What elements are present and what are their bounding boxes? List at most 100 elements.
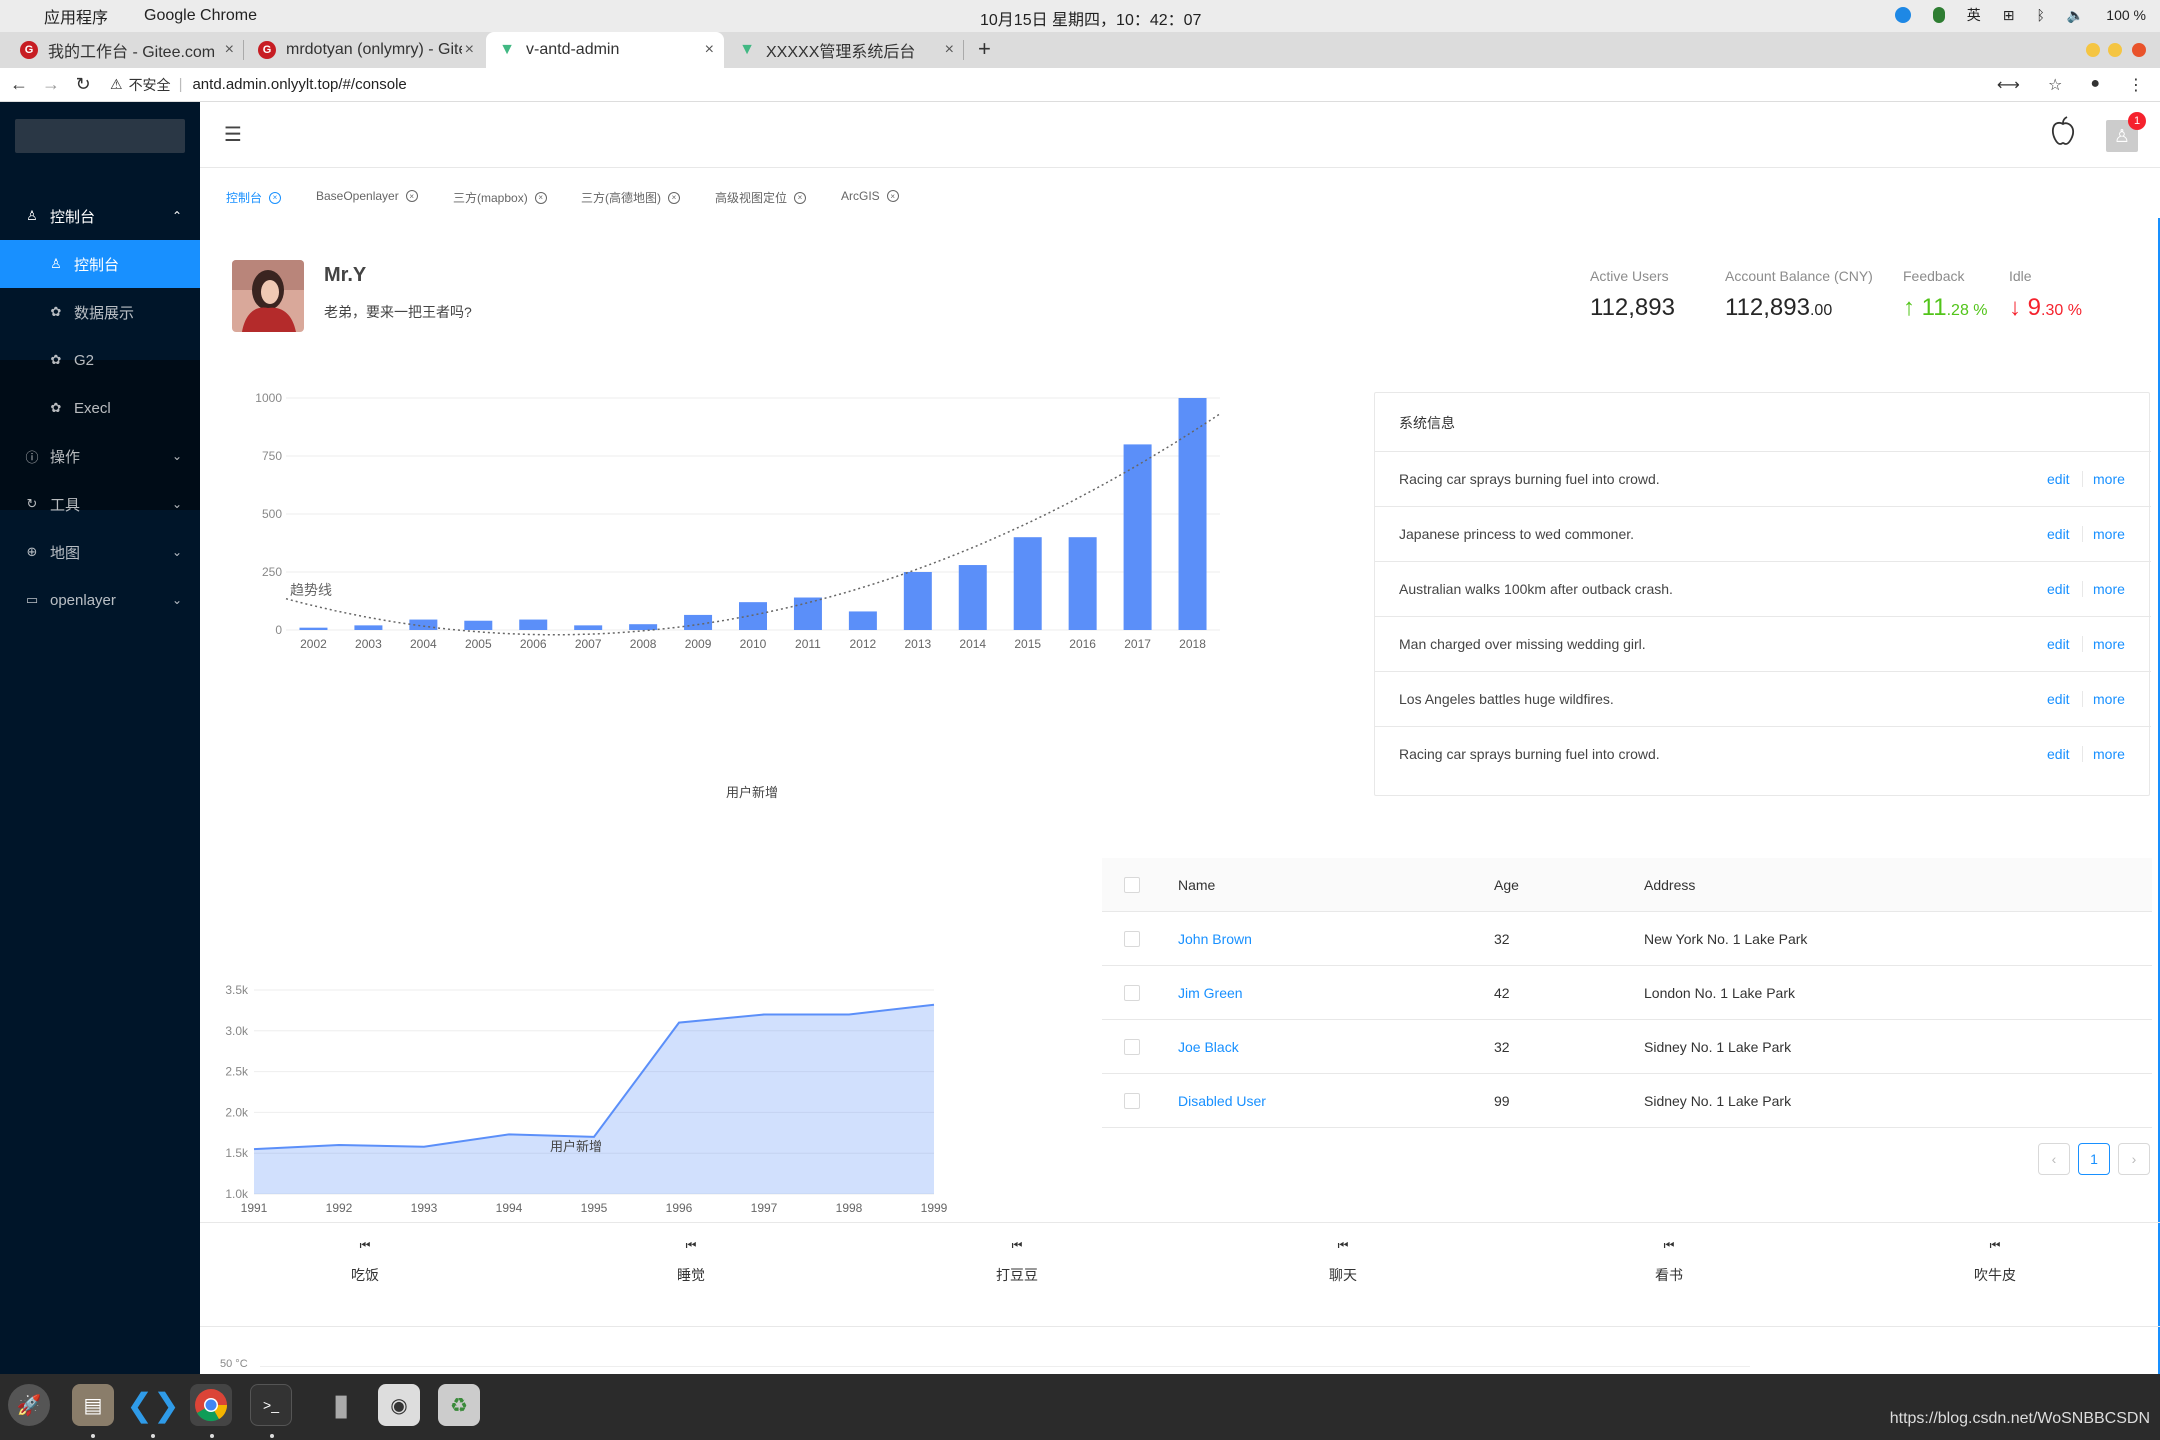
close-circle-icon[interactable]: ×	[886, 190, 899, 202]
close-circle-icon[interactable]: ×	[668, 191, 680, 204]
sidebar-item-execl[interactable]: ✿ Execl	[0, 384, 200, 432]
system-clock[interactable]: 10月15日 星期四，10：42：07	[980, 12, 1202, 29]
sidebar-item-console-group[interactable]: ♙ 控制台 ⌃	[0, 192, 200, 240]
more-link[interactable]: more	[2093, 636, 2125, 652]
menu-applications[interactable]: 应用程序	[44, 10, 109, 27]
files-icon[interactable]: ▤	[72, 1384, 114, 1426]
edit-link[interactable]: edit	[2047, 526, 2070, 542]
menu-fold-icon[interactable]: ☰	[224, 124, 242, 146]
page-tab-console[interactable]: 控制台 ×	[226, 189, 282, 206]
more-link[interactable]: more	[2093, 471, 2125, 487]
pagination-prev-button[interactable]: ‹	[2038, 1143, 2070, 1175]
sidebar-item-openlayer[interactable]: ▭ openlayer ⌄	[0, 576, 200, 624]
action-item[interactable]: ⏮ 睡觉	[641, 1238, 741, 1285]
sidebar-item-operations[interactable]: ⓘ 操作 ⌄	[0, 432, 200, 480]
edit-link[interactable]: edit	[2047, 471, 2070, 487]
row-checkbox[interactable]	[1124, 1093, 1140, 1109]
select-all-checkbox[interactable]	[1124, 877, 1140, 893]
sidebar-item-console[interactable]: ♙ 控制台	[0, 240, 200, 288]
browser-tab-xxxxx-admin[interactable]: ▼ XXXXX管理系统后台 ×	[726, 32, 964, 68]
network-icon[interactable]: ⊞	[2002, 6, 2015, 23]
browser-tab-gitee-workbench[interactable]: G 我的工作台 - Gitee.com ×	[8, 32, 244, 68]
sidebar-item-g2[interactable]: ✿ G2	[0, 336, 200, 384]
translate-icon[interactable]: ⟷	[1997, 76, 2020, 94]
row-checkbox[interactable]	[1124, 931, 1140, 947]
close-circle-icon[interactable]: ×	[794, 191, 807, 204]
close-tab-icon[interactable]: ×	[224, 41, 234, 58]
terminal-icon[interactable]: >_	[250, 1384, 292, 1426]
close-window-button[interactable]	[2132, 43, 2146, 57]
page-tab-amap[interactable]: 三方(高德地图) ×	[581, 189, 680, 206]
security-status[interactable]: 不安全	[128, 76, 171, 93]
url-input[interactable]: antd.admin.onlyylt.top/#/console	[192, 76, 407, 93]
table-row[interactable]: Joe Black 32 Sidney No. 1 Lake Park	[1102, 1020, 2152, 1074]
name-link[interactable]: John Brown	[1178, 931, 1252, 947]
more-link[interactable]: more	[2093, 581, 2125, 597]
launcher-icon[interactable]: 🚀	[8, 1384, 50, 1426]
edit-link[interactable]: edit	[2047, 691, 2070, 707]
new-tab-button[interactable]: +	[978, 36, 991, 61]
action-item[interactable]: ⏮ 聊天	[1293, 1238, 1393, 1285]
more-link[interactable]: more	[2093, 746, 2125, 762]
sidebar-item-data-display[interactable]: ✿ 数据展示	[0, 288, 200, 336]
table-row[interactable]: John Brown 32 New York No. 1 Lake Park	[1102, 912, 2152, 966]
bookmark-star-icon[interactable]: ☆	[2047, 76, 2063, 94]
action-item[interactable]: ⏮ 吃饭	[315, 1238, 415, 1285]
column-header-name[interactable]: Name	[1178, 877, 1216, 893]
tray-blue-icon[interactable]	[1894, 7, 1911, 23]
apple-logo-icon[interactable]	[2050, 116, 2076, 146]
page-tab-arcgis[interactable]: ArcGIS ×	[841, 189, 899, 203]
vscode-icon[interactable]: ❮❯	[126, 1387, 180, 1423]
reload-button[interactable]: ↻	[75, 74, 91, 94]
table-row[interactable]: Jim Green 42 London No. 1 Lake Park	[1102, 966, 2152, 1020]
forward-button[interactable]: →	[42, 74, 60, 94]
input-method[interactable]: 英	[1966, 7, 1981, 23]
page-tab-mapbox[interactable]: 三方(mapbox) ×	[453, 189, 547, 206]
edit-link[interactable]: edit	[2047, 581, 2070, 597]
battery-level[interactable]: 100 %	[2106, 7, 2146, 23]
name-link[interactable]: Jim Green	[1178, 985, 1243, 1001]
edit-link[interactable]: edit	[2047, 746, 2070, 762]
sidebar-item-tools[interactable]: ↻ 工具 ⌄	[0, 480, 200, 528]
volume-icon[interactable]: 🔈	[2066, 6, 2085, 23]
menu-chrome[interactable]: Google Chrome	[144, 7, 257, 24]
camera-icon[interactable]: ◉	[378, 1384, 420, 1426]
bluetooth-icon[interactable]: ᛒ	[2036, 7, 2045, 23]
browser-tab-v-antd-admin[interactable]: ▼ v-antd-admin ×	[486, 32, 724, 68]
table-row[interactable]: Disabled User 99 Sidney No. 1 Lake Park	[1102, 1074, 2152, 1128]
action-item[interactable]: ⏮ 打豆豆	[967, 1238, 1067, 1285]
page-tab-advanced-view[interactable]: 高级视图定位 ×	[715, 189, 807, 206]
close-tab-icon[interactable]: ×	[704, 41, 714, 58]
pagination-next-button[interactable]: ›	[2118, 1143, 2150, 1175]
row-checkbox[interactable]	[1124, 1039, 1140, 1055]
close-tab-icon[interactable]: ×	[944, 41, 954, 58]
minimize-window-button[interactable]	[2086, 43, 2100, 57]
more-link[interactable]: more	[2093, 691, 2125, 707]
close-circle-icon[interactable]: ×	[405, 190, 418, 202]
trash-icon[interactable]: ♻	[438, 1384, 480, 1426]
action-item[interactable]: ⏮ 吹牛皮	[1945, 1238, 2045, 1285]
column-header-age[interactable]: Age	[1494, 877, 1519, 893]
document-icon[interactable]: ▮	[332, 1388, 350, 1422]
name-link[interactable]: Joe Black	[1178, 1039, 1239, 1055]
pagination-page-1[interactable]: 1	[2078, 1143, 2110, 1175]
maximize-window-button[interactable]	[2108, 43, 2122, 57]
browser-tab-gitee-profile[interactable]: G mrdotyan (onlymry) - Gite ×	[246, 32, 484, 68]
close-circle-icon[interactable]: ×	[269, 191, 282, 204]
warning-icon[interactable]: ⚠	[110, 76, 123, 92]
more-link[interactable]: more	[2093, 526, 2125, 542]
action-item[interactable]: ⏮ 看书	[1619, 1238, 1719, 1285]
edit-link[interactable]: edit	[2047, 636, 2070, 652]
close-circle-icon[interactable]: ×	[534, 191, 547, 204]
row-checkbox[interactable]	[1124, 985, 1140, 1001]
app-logo[interactable]	[15, 119, 185, 153]
back-button[interactable]: ←	[10, 74, 28, 94]
tray-green-icon[interactable]	[1932, 7, 1945, 23]
close-tab-icon[interactable]: ×	[464, 41, 474, 58]
name-link[interactable]: Disabled User	[1178, 1093, 1266, 1109]
profile-icon[interactable]: ●	[2090, 74, 2100, 92]
column-header-address[interactable]: Address	[1644, 877, 1696, 893]
sidebar-item-maps[interactable]: ⊕ 地图 ⌄	[0, 528, 200, 576]
page-tab-baseopenlayer[interactable]: BaseOpenlayer ×	[316, 189, 418, 203]
chrome-icon[interactable]	[190, 1384, 232, 1426]
